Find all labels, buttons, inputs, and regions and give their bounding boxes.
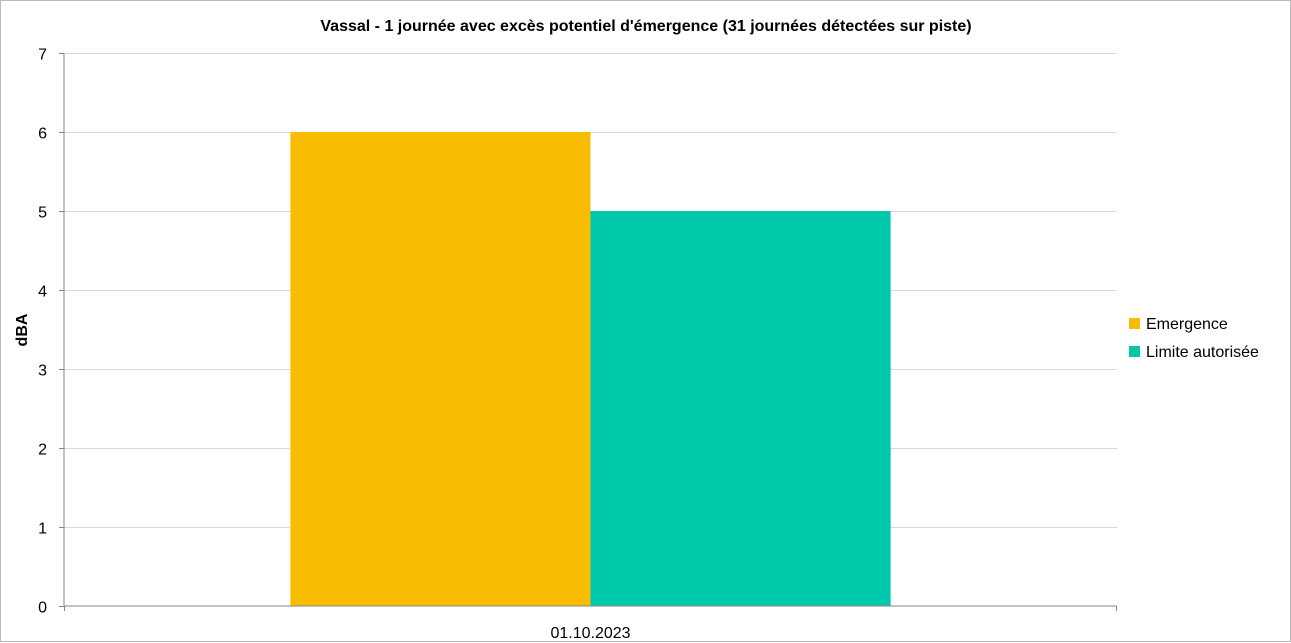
y-tick-label: 1 (38, 521, 47, 538)
bar-limite-autoris-e (590, 211, 891, 606)
y-axis-ticks: 0 1 2 3 4 5 6 7 (38, 47, 64, 617)
legend-swatch (1129, 346, 1140, 357)
y-tick-label: 3 (38, 363, 47, 380)
bars (290, 132, 891, 606)
y-tick-label: 2 (38, 442, 47, 459)
legend-label: Emergence (1146, 316, 1228, 333)
legend: Emergence Limite autorisée (1129, 316, 1259, 361)
y-axis-title: dBA (14, 313, 31, 346)
legend-swatch (1129, 318, 1140, 329)
bar-emergence (290, 132, 591, 606)
chart-title: Vassal - 1 journée avec excès potentiel … (320, 18, 971, 35)
y-tick-label: 0 (38, 600, 47, 617)
x-tick-label: 01.10.2023 (550, 625, 630, 642)
y-tick-label: 7 (38, 47, 47, 64)
y-tick-label: 5 (38, 205, 47, 222)
y-tick-label: 4 (38, 284, 47, 301)
legend-label: Limite autorisée (1146, 344, 1259, 361)
x-axis-ticks: 01.10.2023 (64, 606, 1117, 642)
y-tick-label: 6 (38, 126, 47, 143)
